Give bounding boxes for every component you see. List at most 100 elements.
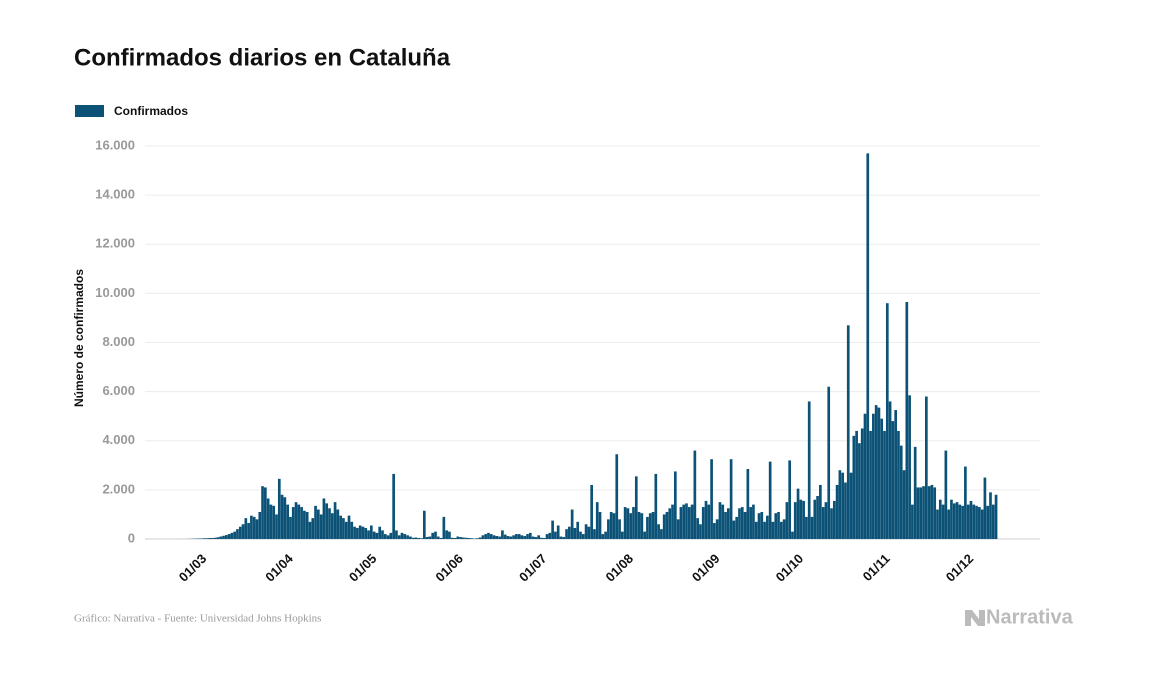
bar — [638, 512, 641, 539]
bar — [721, 505, 724, 539]
bar — [211, 538, 214, 539]
bar — [719, 502, 722, 539]
bar — [894, 410, 897, 539]
bar — [705, 501, 708, 539]
bar — [284, 497, 287, 539]
bar — [205, 538, 208, 539]
bar — [646, 517, 649, 539]
bar — [462, 538, 465, 539]
bar — [297, 505, 300, 539]
bar — [981, 510, 984, 539]
bar — [557, 525, 560, 539]
bar — [292, 507, 295, 539]
bar — [420, 538, 423, 539]
bar — [629, 513, 632, 539]
bar — [454, 538, 457, 539]
bar — [841, 473, 844, 539]
bar — [571, 510, 574, 539]
bar — [253, 517, 256, 539]
bar — [780, 522, 783, 539]
bar — [610, 512, 613, 539]
bar — [242, 524, 245, 539]
bar — [523, 536, 526, 539]
bar — [256, 519, 259, 539]
bar — [225, 535, 228, 539]
bar — [758, 513, 761, 539]
bar — [741, 507, 744, 539]
bar — [763, 522, 766, 539]
bar — [964, 467, 967, 539]
bar — [244, 518, 247, 539]
bar — [596, 502, 599, 539]
bar — [861, 428, 864, 539]
bar — [588, 527, 591, 539]
bar — [303, 511, 306, 539]
bar — [777, 512, 780, 539]
bar — [217, 537, 220, 539]
bar — [554, 532, 557, 539]
bar — [802, 501, 805, 539]
bar — [585, 524, 588, 539]
bar — [247, 523, 250, 539]
bar — [295, 502, 298, 539]
bar — [551, 521, 554, 539]
bar — [872, 414, 875, 539]
bar — [919, 487, 922, 539]
bar — [836, 485, 839, 539]
bar — [688, 507, 691, 539]
bar — [627, 508, 630, 539]
bar — [880, 419, 883, 539]
bar — [747, 469, 750, 539]
bar — [878, 408, 881, 539]
bar — [560, 537, 563, 539]
bar — [512, 535, 515, 539]
bar — [487, 533, 490, 539]
bar — [431, 533, 434, 539]
bar — [339, 516, 342, 539]
bar — [958, 505, 961, 539]
bar — [325, 503, 328, 539]
bar — [995, 495, 998, 539]
bar — [334, 502, 337, 539]
bar — [395, 530, 398, 539]
bar — [203, 538, 206, 539]
bar — [702, 507, 705, 539]
bar — [869, 431, 872, 539]
bar — [852, 436, 855, 539]
bar — [401, 533, 404, 539]
bar — [548, 533, 551, 539]
bar — [663, 514, 666, 539]
bar — [590, 485, 593, 539]
bar — [986, 506, 989, 539]
bar — [774, 513, 777, 539]
bar — [543, 538, 546, 539]
bar — [275, 514, 278, 539]
bar — [624, 507, 627, 539]
bar — [378, 527, 381, 539]
bar — [356, 528, 359, 539]
bar — [607, 519, 610, 539]
bar — [967, 505, 970, 539]
bar — [300, 507, 303, 539]
bar — [429, 537, 432, 539]
bar — [417, 538, 420, 539]
bar — [942, 505, 945, 539]
bar — [786, 502, 789, 539]
bar — [830, 508, 833, 539]
bar — [521, 535, 524, 539]
bar — [769, 462, 772, 539]
bar — [286, 505, 289, 539]
bar — [398, 535, 401, 539]
bar — [470, 538, 473, 539]
bar — [403, 534, 406, 539]
y-tick-label: 2.000 — [102, 481, 135, 496]
bar — [576, 522, 579, 539]
legend-swatch — [75, 105, 104, 117]
bar — [844, 483, 847, 539]
bar — [459, 537, 462, 539]
bar — [311, 518, 314, 539]
y-tick-label: 12.000 — [95, 236, 135, 251]
bar — [320, 514, 323, 539]
